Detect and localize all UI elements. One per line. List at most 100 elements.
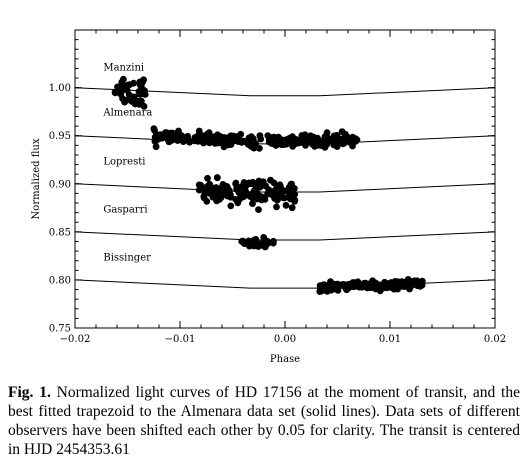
data-point bbox=[259, 181, 267, 189]
data-point bbox=[324, 134, 332, 142]
data-point bbox=[150, 125, 158, 133]
data-points bbox=[111, 75, 426, 295]
data-point bbox=[291, 185, 298, 192]
y-tick-label: 0.75 bbox=[49, 324, 71, 335]
data-point bbox=[249, 189, 257, 197]
x-tick-label: 0.00 bbox=[274, 334, 296, 345]
data-point bbox=[136, 81, 144, 89]
data-point bbox=[227, 202, 235, 210]
trapezoid-model-line bbox=[74, 279, 496, 289]
data-point bbox=[384, 280, 392, 288]
data-point bbox=[253, 183, 261, 190]
data-point bbox=[140, 102, 148, 110]
data-point bbox=[232, 179, 240, 187]
data-point bbox=[204, 174, 211, 182]
data-point bbox=[282, 201, 290, 209]
data-point bbox=[380, 284, 387, 292]
data-point bbox=[332, 139, 340, 147]
data-point bbox=[256, 145, 263, 152]
data-point bbox=[323, 129, 331, 137]
data-point bbox=[284, 136, 292, 144]
light-curve-chart: −0.02 −0.01 0.00 0.01 0.02 0.75 0.80 0.85 0.90 0.… bbox=[31, 29, 506, 365]
data-point bbox=[243, 189, 250, 197]
data-point bbox=[338, 128, 346, 136]
data-point bbox=[416, 282, 424, 290]
data-point bbox=[152, 137, 160, 145]
data-point bbox=[275, 133, 282, 141]
data-point bbox=[298, 132, 306, 139]
caption-text: Normalized light curves of HD 17156 at t… bbox=[8, 384, 520, 458]
data-point bbox=[137, 90, 145, 98]
data-point bbox=[255, 241, 263, 249]
series-points bbox=[195, 174, 299, 214]
series-label: Lopresti bbox=[103, 157, 145, 168]
x-tick-label: 0.01 bbox=[379, 334, 401, 345]
data-point bbox=[281, 194, 288, 202]
series-label: Gasparri bbox=[103, 205, 147, 216]
data-point bbox=[152, 143, 160, 151]
series-label: Almenara bbox=[102, 108, 152, 119]
data-point bbox=[356, 281, 364, 288]
data-point bbox=[352, 135, 359, 143]
data-point bbox=[291, 198, 298, 205]
data-point bbox=[249, 239, 257, 247]
y-tick-label: 0.95 bbox=[49, 131, 71, 142]
data-point bbox=[213, 174, 221, 181]
data-point bbox=[234, 199, 242, 207]
trapezoid-model-line bbox=[74, 231, 496, 241]
data-point bbox=[192, 137, 200, 145]
data-point bbox=[274, 195, 282, 203]
series-label: Manzini bbox=[103, 62, 144, 73]
data-point bbox=[267, 176, 274, 184]
data-point bbox=[372, 282, 380, 290]
data-point bbox=[321, 286, 328, 294]
series-points bbox=[111, 75, 149, 110]
data-point bbox=[219, 136, 227, 144]
data-point bbox=[200, 193, 208, 200]
data-point bbox=[323, 141, 330, 149]
data-point bbox=[241, 183, 249, 191]
data-point bbox=[255, 206, 262, 214]
data-point bbox=[340, 134, 348, 142]
y-tick-label: 0.85 bbox=[49, 227, 71, 238]
x-tick-label: −0.01 bbox=[165, 334, 196, 345]
data-point bbox=[173, 131, 181, 139]
data-point bbox=[117, 90, 125, 98]
y-tick-label: 0.90 bbox=[49, 179, 71, 190]
data-point bbox=[252, 140, 260, 147]
series-points bbox=[316, 276, 426, 295]
data-point bbox=[269, 191, 276, 199]
data-point bbox=[304, 135, 312, 143]
data-point bbox=[363, 284, 371, 291]
y-tick-label: 0.80 bbox=[49, 275, 71, 286]
series-points bbox=[238, 234, 277, 251]
data-point bbox=[197, 181, 204, 189]
data-point bbox=[277, 186, 285, 194]
data-point bbox=[223, 183, 231, 190]
series-label: Bissinger bbox=[103, 253, 151, 264]
data-point bbox=[165, 138, 173, 146]
data-point bbox=[230, 136, 237, 144]
data-point bbox=[398, 281, 406, 289]
figure-caption: Fig. 1. Normalized light curves of HD 17… bbox=[8, 383, 520, 459]
data-point bbox=[233, 185, 241, 193]
caption-label: Fig. 1. bbox=[8, 384, 51, 401]
data-point bbox=[111, 89, 119, 97]
data-point bbox=[346, 138, 354, 146]
data-point bbox=[179, 138, 187, 146]
data-point bbox=[201, 135, 209, 143]
data-point bbox=[263, 240, 271, 248]
data-point bbox=[394, 285, 401, 293]
data-point bbox=[130, 79, 138, 87]
series-points bbox=[150, 125, 361, 152]
data-point bbox=[213, 193, 221, 201]
data-point bbox=[131, 93, 138, 101]
axis-ticks: −0.02 −0.01 0.00 0.01 0.02 0.75 0.80 0.85 0.90 0.… bbox=[49, 29, 506, 345]
data-point bbox=[257, 135, 265, 143]
data-point bbox=[120, 86, 128, 93]
data-point bbox=[242, 138, 249, 146]
data-point bbox=[300, 139, 307, 147]
data-point bbox=[203, 197, 211, 205]
data-point bbox=[268, 134, 276, 142]
data-point bbox=[214, 187, 222, 195]
